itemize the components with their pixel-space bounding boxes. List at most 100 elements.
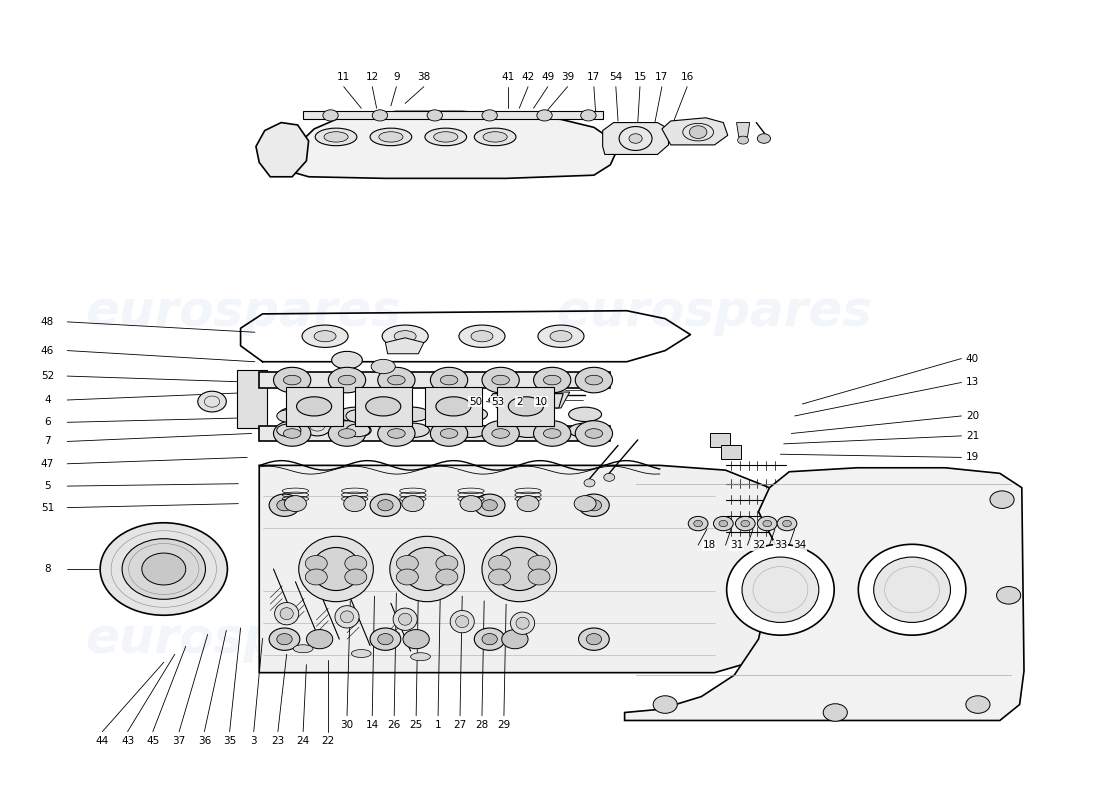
Text: 2: 2 xyxy=(516,397,522,406)
Ellipse shape xyxy=(387,429,405,438)
Circle shape xyxy=(997,586,1021,604)
Text: 19: 19 xyxy=(966,452,979,462)
Text: 34: 34 xyxy=(793,540,806,550)
Ellipse shape xyxy=(338,375,355,385)
Ellipse shape xyxy=(370,128,411,146)
Ellipse shape xyxy=(455,616,469,628)
Ellipse shape xyxy=(345,424,370,437)
Ellipse shape xyxy=(302,325,348,347)
Text: 44: 44 xyxy=(96,736,109,746)
Ellipse shape xyxy=(629,134,642,143)
Ellipse shape xyxy=(433,132,458,142)
Circle shape xyxy=(966,696,990,714)
Circle shape xyxy=(488,569,510,585)
Circle shape xyxy=(528,555,550,571)
Text: 17: 17 xyxy=(587,72,601,82)
Ellipse shape xyxy=(338,429,355,438)
Circle shape xyxy=(343,496,365,512)
Ellipse shape xyxy=(345,410,370,422)
Ellipse shape xyxy=(858,544,966,635)
Text: 12: 12 xyxy=(365,72,378,82)
Text: 54: 54 xyxy=(609,72,623,82)
Text: 38: 38 xyxy=(417,72,430,82)
Text: 5: 5 xyxy=(44,481,51,491)
Polygon shape xyxy=(260,372,610,388)
Text: 25: 25 xyxy=(409,720,422,730)
Text: 6: 6 xyxy=(44,418,51,427)
Circle shape xyxy=(488,555,510,571)
Text: 15: 15 xyxy=(634,72,647,82)
Ellipse shape xyxy=(550,330,572,342)
Circle shape xyxy=(736,516,756,530)
Circle shape xyxy=(482,500,497,511)
Ellipse shape xyxy=(294,645,313,653)
Circle shape xyxy=(306,569,328,585)
Text: 48: 48 xyxy=(41,317,54,327)
Text: 7: 7 xyxy=(44,437,51,446)
Text: eurospares: eurospares xyxy=(557,615,872,663)
Text: 29: 29 xyxy=(497,720,510,730)
Ellipse shape xyxy=(492,375,509,385)
Ellipse shape xyxy=(394,330,416,342)
Circle shape xyxy=(502,630,528,649)
Circle shape xyxy=(758,134,770,143)
Ellipse shape xyxy=(482,536,557,602)
Ellipse shape xyxy=(277,424,301,437)
Circle shape xyxy=(604,474,615,482)
Polygon shape xyxy=(530,392,570,408)
Ellipse shape xyxy=(454,407,487,422)
Ellipse shape xyxy=(440,375,458,385)
Ellipse shape xyxy=(315,330,336,342)
Text: 16: 16 xyxy=(681,72,694,82)
Ellipse shape xyxy=(430,421,468,446)
Ellipse shape xyxy=(585,429,603,438)
Ellipse shape xyxy=(492,429,509,438)
Circle shape xyxy=(100,522,228,615)
Polygon shape xyxy=(625,468,1024,721)
Text: 14: 14 xyxy=(365,720,378,730)
Ellipse shape xyxy=(297,397,332,416)
Circle shape xyxy=(277,500,293,511)
Text: 13: 13 xyxy=(966,378,979,387)
Ellipse shape xyxy=(538,325,584,347)
Ellipse shape xyxy=(312,547,360,590)
Ellipse shape xyxy=(569,423,602,438)
Ellipse shape xyxy=(425,128,466,146)
Circle shape xyxy=(586,500,602,511)
Polygon shape xyxy=(238,370,267,428)
Circle shape xyxy=(690,126,707,138)
Ellipse shape xyxy=(274,421,311,446)
Ellipse shape xyxy=(512,423,544,438)
Ellipse shape xyxy=(459,325,505,347)
Text: 45: 45 xyxy=(146,736,160,746)
Text: 47: 47 xyxy=(41,458,54,469)
Polygon shape xyxy=(535,390,543,410)
Circle shape xyxy=(537,110,552,121)
Ellipse shape xyxy=(329,367,365,393)
Ellipse shape xyxy=(742,557,818,622)
Circle shape xyxy=(782,520,791,526)
Ellipse shape xyxy=(410,653,430,661)
Ellipse shape xyxy=(396,407,429,422)
Ellipse shape xyxy=(508,397,543,416)
Ellipse shape xyxy=(516,618,529,630)
Ellipse shape xyxy=(543,429,561,438)
Text: 39: 39 xyxy=(561,72,574,82)
Circle shape xyxy=(581,110,596,121)
Circle shape xyxy=(584,479,595,487)
Text: 37: 37 xyxy=(173,736,186,746)
Text: 17: 17 xyxy=(656,72,669,82)
Ellipse shape xyxy=(482,421,519,446)
Circle shape xyxy=(823,704,847,722)
Ellipse shape xyxy=(575,367,613,393)
Circle shape xyxy=(402,496,424,512)
Ellipse shape xyxy=(377,367,415,393)
Polygon shape xyxy=(286,387,342,426)
Ellipse shape xyxy=(510,612,535,634)
Polygon shape xyxy=(385,338,424,354)
Ellipse shape xyxy=(727,544,834,635)
Ellipse shape xyxy=(371,359,395,374)
Polygon shape xyxy=(425,387,482,426)
Ellipse shape xyxy=(277,410,301,422)
Text: 40: 40 xyxy=(966,354,979,363)
